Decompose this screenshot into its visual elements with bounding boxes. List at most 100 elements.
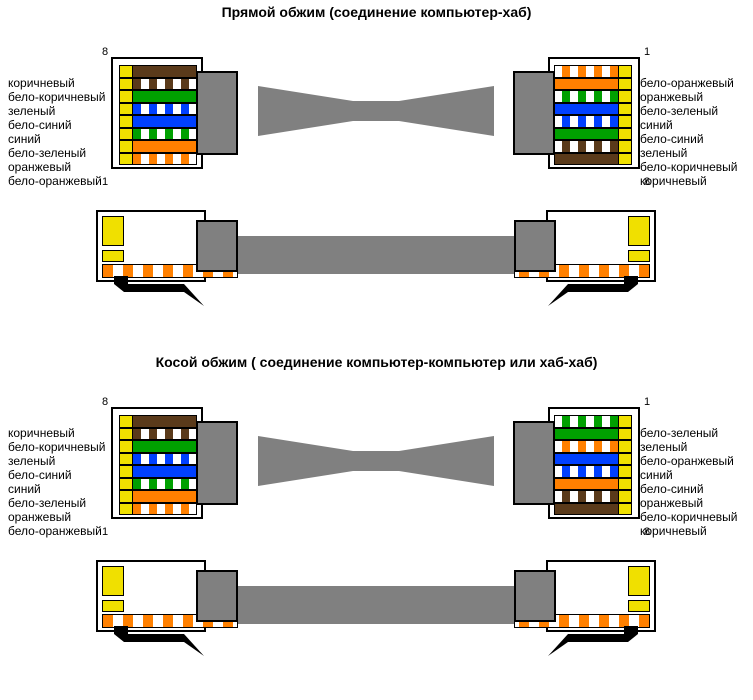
side-boot <box>196 220 238 272</box>
side-boot <box>514 220 556 272</box>
wire-body <box>555 104 618 115</box>
wire <box>119 128 197 141</box>
connector-side-right <box>476 560 656 660</box>
wire <box>119 78 197 91</box>
top-view-row: 8118коричневыйбело-коричневыйзеленыйбело… <box>0 376 753 546</box>
wire-label: зеленый <box>8 104 106 118</box>
wire-pin-tip <box>618 91 631 102</box>
wire-label: бело-коричневый <box>8 440 106 454</box>
wire-label: синий <box>8 482 106 496</box>
wire-label: зеленый <box>8 454 106 468</box>
wire-label: коричневый <box>640 524 738 538</box>
connector-body <box>548 407 640 519</box>
wire-labels-right: бело-зеленыйзеленыйбело-оранжевыйсиний бе… <box>640 426 738 538</box>
wire-label: бело-коричневый <box>8 90 106 104</box>
wire-body <box>555 454 618 465</box>
wire-label: оранжевый <box>640 496 738 510</box>
wire-body <box>133 104 196 115</box>
wire-label: синий <box>640 468 738 482</box>
wire-label: бело-зеленый <box>640 426 738 440</box>
wire-pin-tip <box>618 491 631 502</box>
wire <box>554 478 632 491</box>
wire <box>119 490 197 503</box>
wire-label: бело-оранжевый <box>8 174 106 188</box>
wire-label: оранжевый <box>640 90 738 104</box>
wire-body <box>555 116 618 127</box>
wire <box>119 440 197 453</box>
wire <box>119 90 197 103</box>
wire-pin-tip <box>120 416 133 427</box>
wire-labels-left: коричневыйбело-коричневыйзеленыйбело-син… <box>8 76 106 188</box>
wire-label: бело-зеленый <box>8 496 106 510</box>
wire-pin-tip <box>120 491 133 502</box>
connector-boot <box>513 71 555 155</box>
pin-label-right-top: 1 <box>644 396 650 408</box>
wire-body <box>133 491 196 502</box>
wire-label: синий <box>640 118 738 132</box>
wire-pin-tip <box>618 504 631 515</box>
wire-pin-tip <box>120 116 133 127</box>
wire-label: бело-оранжевый <box>640 454 738 468</box>
connector-clip <box>114 626 204 656</box>
connector-top-left <box>111 41 261 181</box>
wire-body <box>555 416 618 427</box>
wire-body <box>555 154 618 165</box>
crimp-section: Прямой обжим (соединение компьютер-хаб) 8… <box>0 0 753 350</box>
wire <box>119 115 197 128</box>
wire-pin-tip <box>120 79 133 90</box>
side-body <box>96 560 206 632</box>
connector-body <box>111 407 203 519</box>
wire-label: зеленый <box>640 146 738 160</box>
wire-pin-tip <box>618 441 631 452</box>
wire-pin-tip <box>618 479 631 490</box>
cable-top-view <box>258 436 494 486</box>
wire-body <box>133 91 196 102</box>
wire-pin-tip <box>618 416 631 427</box>
side-gold-contact <box>102 216 124 246</box>
wire-pin-tip <box>618 154 631 165</box>
wire-pin-tip <box>120 141 133 152</box>
wire <box>119 465 197 478</box>
side-body <box>96 210 206 282</box>
top-view-row: 8118коричневыйбело-коричневыйзеленыйбело… <box>0 26 753 196</box>
section-title: Прямой обжим (соединение компьютер-хаб) <box>222 4 532 20</box>
wire-body <box>555 141 618 152</box>
side-body <box>546 560 656 632</box>
wire-body <box>133 129 196 140</box>
pin-label-left-top: 8 <box>102 46 108 58</box>
side-gold-contact <box>628 216 650 246</box>
wire-body <box>133 66 196 77</box>
wire-body <box>133 466 196 477</box>
wire-body <box>555 79 618 90</box>
wire-body <box>555 129 618 140</box>
wire-label: оранжевый <box>8 510 106 524</box>
wire-pin-tip <box>618 454 631 465</box>
side-gold-contact-lower <box>102 250 124 262</box>
pin-label-left-top: 8 <box>102 396 108 408</box>
wire <box>554 103 632 116</box>
wire-label: бело-коричневый <box>640 510 738 524</box>
wires-array <box>554 65 632 165</box>
wire <box>119 453 197 466</box>
wire <box>554 428 632 441</box>
wire <box>554 153 632 166</box>
wire-pin-tip <box>120 454 133 465</box>
wire-label: зеленый <box>640 440 738 454</box>
wire <box>119 503 197 516</box>
wire-pin-tip <box>120 66 133 77</box>
crimp-section: Косой обжим ( соединение компьютер-компь… <box>0 350 753 700</box>
wire <box>119 478 197 491</box>
connector-boot <box>513 421 555 505</box>
wire-pin-tip <box>618 429 631 440</box>
connector-side-left <box>96 210 276 310</box>
wire <box>554 465 632 478</box>
wires-array <box>119 65 197 165</box>
wire-body <box>555 429 618 440</box>
wire-body <box>555 491 618 502</box>
wire-body <box>133 154 196 165</box>
wire-pin-tip <box>618 116 631 127</box>
connector-side-right <box>476 210 656 310</box>
connector-boot <box>196 421 238 505</box>
wire-label: бело-оранжевый <box>640 76 738 90</box>
connector-side-left <box>96 560 276 660</box>
